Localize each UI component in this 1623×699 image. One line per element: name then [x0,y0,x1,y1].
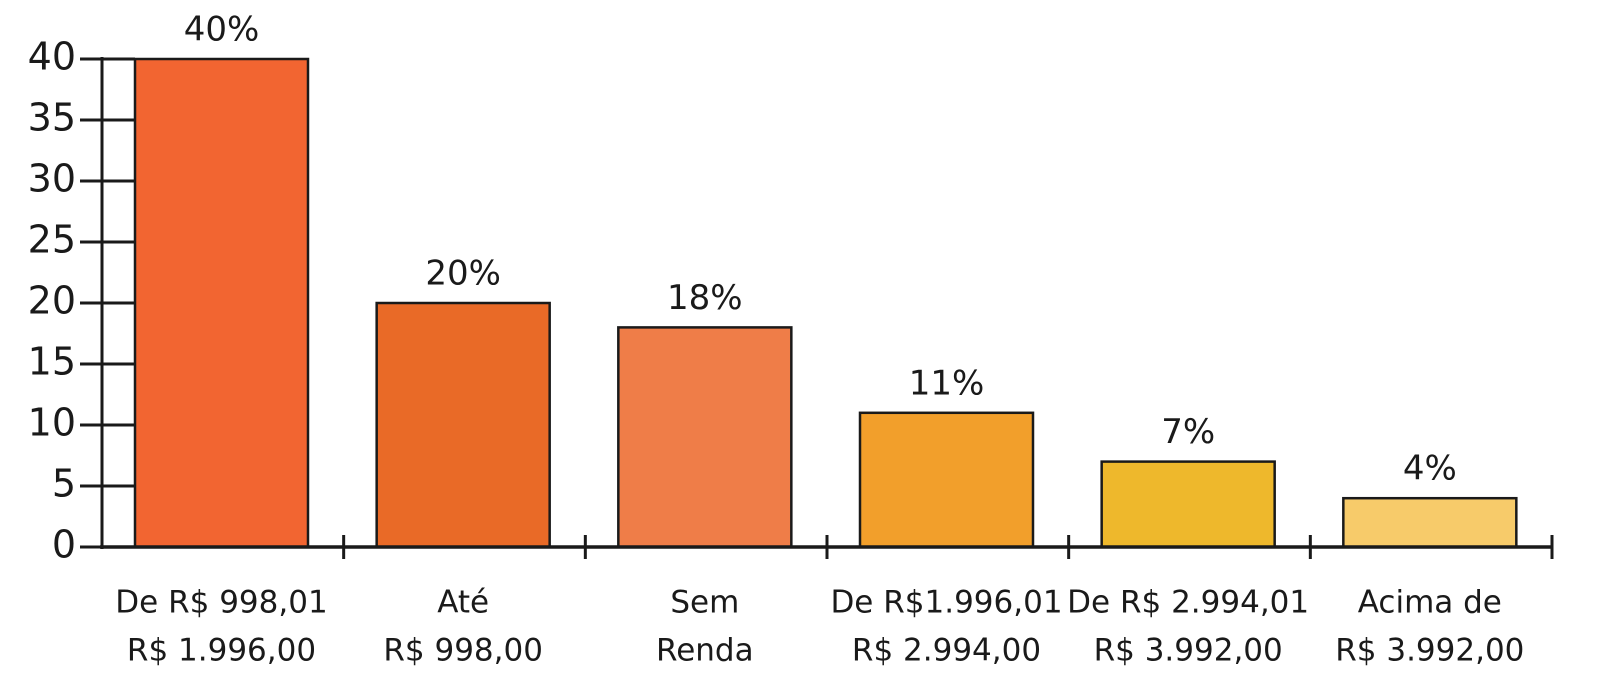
x-tick-label: Renda [656,633,754,669]
x-tick-label: Acima de [1358,585,1502,621]
x-tick-label: R$ 2.994,00 [852,633,1041,669]
x-tick-label: De R$ 998,01 [115,585,327,621]
x-tick-label: Até [437,585,489,621]
bar [375,301,551,549]
value-label: 7% [1161,412,1215,452]
bar [617,326,793,549]
y-tick-label: 5 [52,462,76,506]
y-tick-label: 30 [28,157,76,201]
value-label: 4% [1403,449,1457,489]
x-tick-label: R$ 998,00 [383,633,543,669]
y-tick-label: 25 [28,218,76,262]
x-tick-label: De R$1.996,01 [830,585,1062,621]
bar [1342,496,1518,549]
y-tick-label: 10 [28,401,76,445]
bar [1100,460,1276,549]
x-tick-label: De R$ 2.994,01 [1067,585,1309,621]
y-tick-label: 20 [28,279,76,323]
x-tick-label: R$ 1.996,00 [127,633,316,669]
y-tick-label: 40 [28,35,76,79]
value-label: 40% [184,10,260,50]
value-label: 20% [425,254,501,294]
value-label: 18% [667,278,743,318]
y-tick-label: 0 [52,523,76,567]
y-tick-label: 15 [28,340,76,384]
x-tick-label: Sem [670,585,739,621]
bar [133,57,310,549]
x-tick-label: R$ 3.992,00 [1094,633,1283,669]
y-tick-label: 35 [28,96,76,140]
bar [858,411,1035,549]
x-tick-label: R$ 3.992,00 [1335,633,1524,669]
value-label: 11% [909,363,985,403]
